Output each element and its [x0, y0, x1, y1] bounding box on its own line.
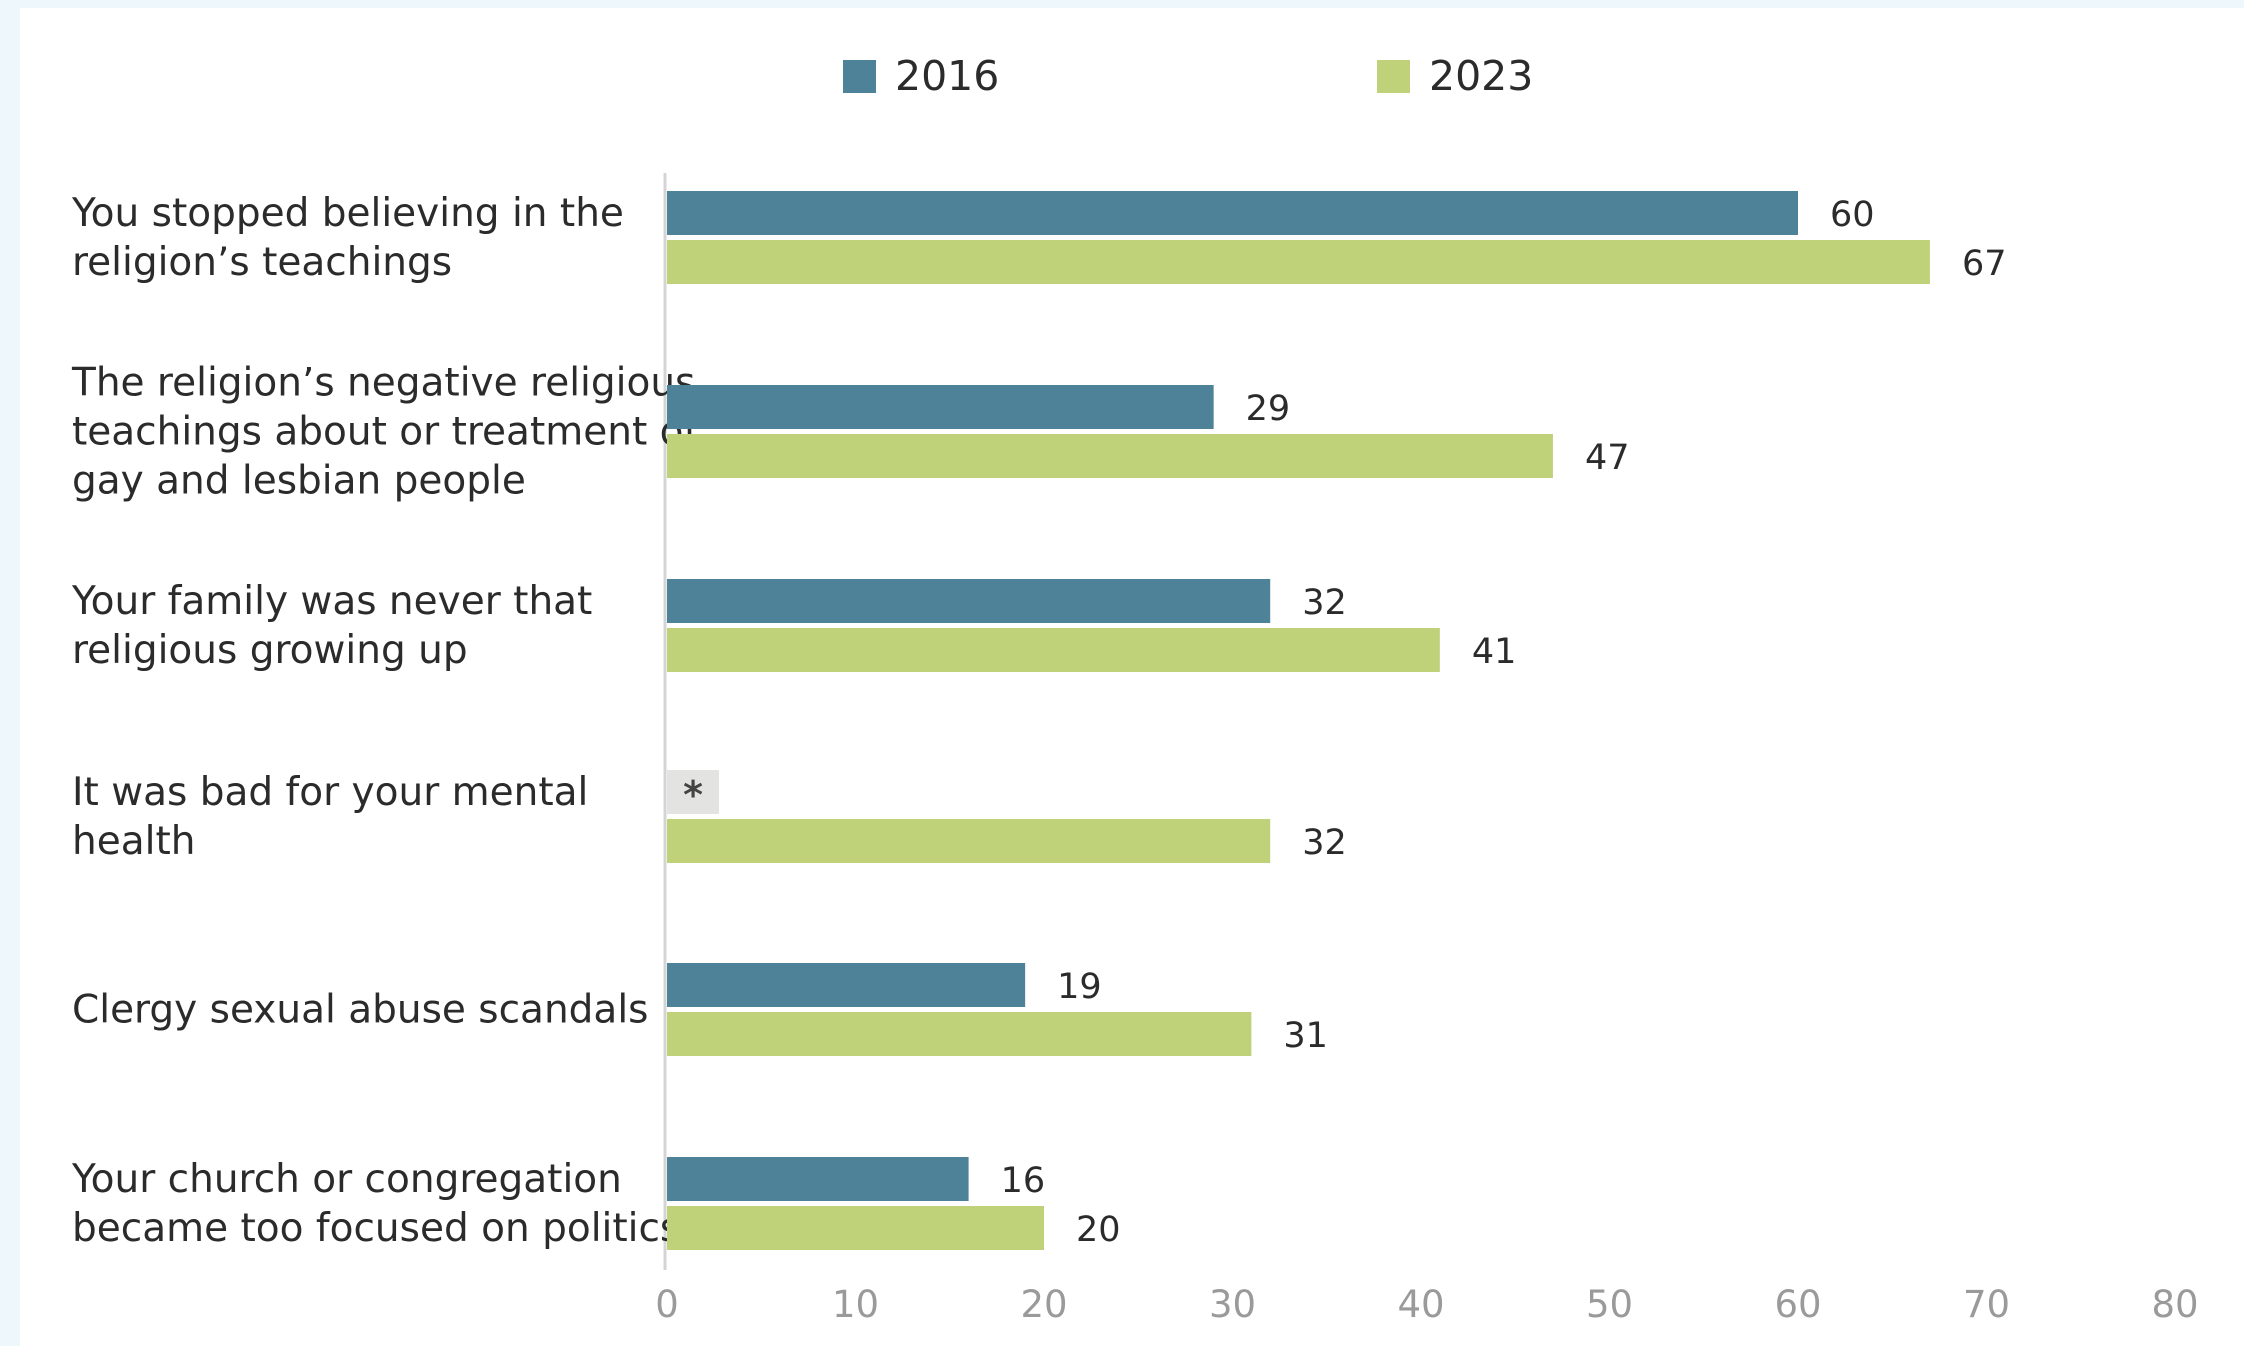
legend-swatch-2023 — [1377, 60, 1410, 93]
legend-label-2023: 2023 — [1429, 52, 1533, 100]
category-label: Your church or congregation — [71, 1157, 622, 1202]
value-label-2023: 47 — [1585, 438, 1630, 478]
value-label-2016: 32 — [1302, 583, 1347, 623]
value-label-2023: 67 — [1962, 244, 2007, 284]
category-label: gay and lesbian people — [72, 459, 526, 504]
category-label: The religion’s negative religious — [71, 361, 695, 406]
x-tick-label: 30 — [1209, 1283, 1256, 1326]
bar-2016 — [667, 963, 1026, 1007]
category-label: Your family was never that — [71, 579, 592, 624]
missing-marker: * — [683, 773, 703, 817]
x-tick-label: 40 — [1397, 1283, 1444, 1326]
x-tick-label: 20 — [1020, 1283, 1067, 1326]
bar-2016 — [667, 579, 1271, 623]
category-label: health — [72, 819, 195, 864]
category-label: Clergy sexual abuse scandals — [72, 988, 648, 1033]
value-label-2016: 19 — [1057, 967, 1102, 1007]
category-label: You stopped believing in the — [71, 191, 624, 236]
legend-swatch-2016 — [843, 60, 876, 93]
x-tick-label: 10 — [832, 1283, 879, 1326]
category-label: religious growing up — [72, 628, 468, 673]
missing-marker-box — [667, 770, 719, 814]
bar-2016 — [667, 1157, 969, 1201]
value-label-2023: 20 — [1076, 1210, 1121, 1250]
bar-2023 — [667, 434, 1553, 478]
bar-2023 — [667, 628, 1440, 672]
value-label-2016: 16 — [1001, 1161, 1046, 1201]
value-label-2016: 29 — [1246, 389, 1291, 429]
bar-2016 — [667, 385, 1214, 429]
x-tick-label: 70 — [1963, 1283, 2010, 1326]
bar-2023 — [667, 1206, 1044, 1250]
chart-frame: 2016 2023 You stopped believing in the reli… — [20, 8, 2244, 1346]
legend-label-2016: 2016 — [895, 52, 999, 100]
value-label-2016: 60 — [1830, 195, 1875, 235]
value-label-2023: 32 — [1302, 823, 1347, 863]
value-label-2023: 31 — [1283, 1016, 1328, 1056]
bar-2016 — [667, 191, 1798, 235]
value-label-2023: 41 — [1472, 632, 1517, 672]
category-label: It was bad for your mental — [72, 770, 588, 815]
x-tick-label: 50 — [1586, 1283, 1633, 1326]
x-tick-label: 60 — [1774, 1283, 1821, 1326]
x-tick-label: 80 — [2151, 1283, 2198, 1326]
bar-2023 — [667, 240, 1930, 284]
category-label: teachings about or treatment of — [72, 410, 698, 455]
category-label: religion’s teachings — [72, 240, 452, 285]
x-tick-label: 0 — [655, 1283, 679, 1326]
category-label: became too focused on politics — [72, 1206, 680, 1251]
bar-2023 — [667, 1012, 1252, 1056]
bar-2023 — [667, 819, 1271, 863]
